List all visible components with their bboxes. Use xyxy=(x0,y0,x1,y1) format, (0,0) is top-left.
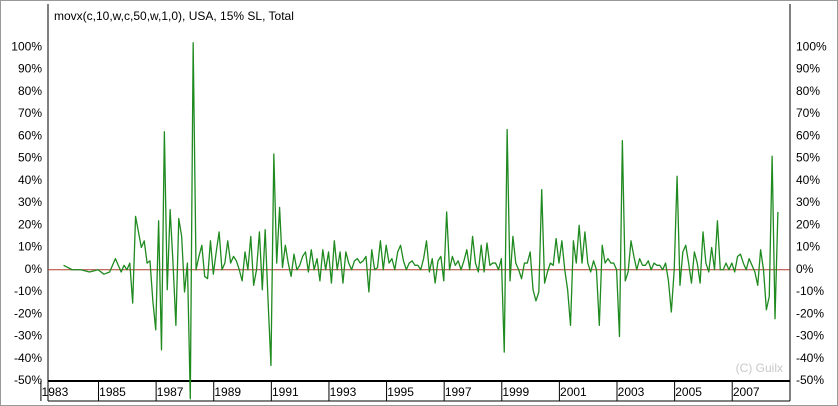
x-tick-label: 1995 xyxy=(387,385,414,399)
x-tick-label: 1997 xyxy=(445,385,472,399)
y-tick-label: 50% xyxy=(18,151,42,165)
x-tick-label: 1993 xyxy=(330,385,357,399)
y2-tick-label: -20% xyxy=(796,306,824,320)
data-line xyxy=(63,42,779,400)
y2-tick-label: -50% xyxy=(796,373,824,387)
y2-tick-label: -30% xyxy=(796,329,824,343)
x-tick-label: 1987 xyxy=(157,385,184,399)
x-tick-label: 1983 xyxy=(42,385,69,399)
x-tick-label: 2007 xyxy=(733,385,760,399)
y-tick-label: -10% xyxy=(14,284,42,298)
y2-tick-label: 70% xyxy=(796,106,820,120)
x-tick-label: 1999 xyxy=(502,385,529,399)
y2-tick-label: 0% xyxy=(796,262,814,276)
y2-tick-label: 50% xyxy=(796,151,820,165)
y-tick-label: 70% xyxy=(18,106,42,120)
y2-tick-label: 80% xyxy=(796,84,820,98)
chart-title: movx(c,10,w,c,50,w,1,0), USA, 15% SL, To… xyxy=(54,9,294,23)
x-tick-label: 1985 xyxy=(99,385,126,399)
y2-tick-label: 10% xyxy=(796,240,820,254)
y2-tick-label: 20% xyxy=(796,217,820,231)
y2-tick-label: 90% xyxy=(796,62,820,76)
watermark: (C) Guilx xyxy=(736,361,783,375)
y2-tick-label: 60% xyxy=(796,128,820,142)
y-tick-label: 10% xyxy=(18,240,42,254)
y2-tick-label: 100% xyxy=(796,39,827,53)
y-tick-label: -50% xyxy=(14,373,42,387)
y-tick-label: -20% xyxy=(14,306,42,320)
y-tick-label: 80% xyxy=(18,84,42,98)
y-tick-label: 60% xyxy=(18,128,42,142)
x-tick-label: 1989 xyxy=(214,385,241,399)
x-tick-label: 2001 xyxy=(560,385,587,399)
y2-tick-label: -10% xyxy=(796,284,824,298)
y-tick-label: 90% xyxy=(18,62,42,76)
x-tick-label: 1991 xyxy=(272,385,299,399)
y-tick-label: -40% xyxy=(14,351,42,365)
y2-tick-label: -40% xyxy=(796,351,824,365)
y-tick-label: 20% xyxy=(18,217,42,231)
y2-tick-label: 30% xyxy=(796,195,820,209)
y-tick-label: 30% xyxy=(18,195,42,209)
y-tick-label: 100% xyxy=(11,39,42,53)
x-tick-label: 2005 xyxy=(675,385,702,399)
y2-tick-label: 40% xyxy=(796,173,820,187)
x-tick-label: 2003 xyxy=(618,385,645,399)
y-tick-label: 0% xyxy=(25,262,43,276)
y-tick-label: 40% xyxy=(18,173,42,187)
y-tick-label: -30% xyxy=(14,329,42,343)
